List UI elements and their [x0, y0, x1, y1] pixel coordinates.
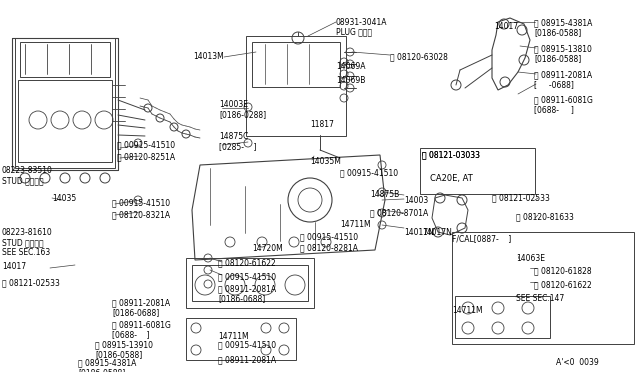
Text: ⓕ 00915-41510: ⓕ 00915-41510: [340, 168, 398, 177]
Text: ⓑ 08121-03033: ⓑ 08121-03033: [422, 150, 480, 159]
Text: 14711M: 14711M: [340, 220, 371, 229]
Text: 08931-3041A: 08931-3041A: [336, 18, 387, 27]
Text: 14035: 14035: [52, 194, 76, 203]
Bar: [20, 42, 110, 77]
Text: [0688-     ]: [0688- ]: [534, 105, 574, 114]
Text: 14013M: 14013M: [193, 52, 224, 61]
Text: ⓑ 08120-61828: ⓑ 08120-61828: [534, 266, 591, 275]
Text: ⓓ 08911-6081G: ⓓ 08911-6081G: [112, 320, 171, 329]
Text: 14069A: 14069A: [336, 62, 365, 71]
Text: ⓕ 08915-4381A: ⓕ 08915-4381A: [78, 358, 136, 367]
Text: 14017N: 14017N: [404, 228, 434, 237]
Text: [0186-0588]: [0186-0588]: [534, 28, 581, 37]
Text: 14875C: 14875C: [219, 132, 248, 141]
Text: [0186-0688]: [0186-0688]: [112, 308, 159, 317]
Text: ⓕ 08915-13910: ⓕ 08915-13910: [95, 340, 153, 349]
Text: STUD スタッド: STUD スタッド: [2, 176, 44, 185]
Text: A'<0  0039: A'<0 0039: [556, 358, 599, 367]
Text: ⓓ 08911-2081A: ⓓ 08911-2081A: [534, 70, 592, 79]
Text: ⓓ 08911-6081G: ⓓ 08911-6081G: [534, 95, 593, 104]
Text: ⓓ 08911-2081A: ⓓ 08911-2081A: [218, 284, 276, 293]
Text: ⓑ 08120-61622: ⓑ 08120-61622: [218, 258, 276, 267]
Text: ⓕ 00915-41510: ⓕ 00915-41510: [300, 232, 358, 241]
Text: 14720M: 14720M: [252, 244, 283, 253]
Text: 14063E: 14063E: [516, 254, 545, 263]
Text: PLUG プラグ: PLUG プラグ: [336, 27, 372, 36]
Bar: [192, 265, 308, 301]
Text: ⓑ 08121-03033: ⓑ 08121-03033: [422, 150, 480, 159]
Text: 14711M: 14711M: [452, 306, 483, 315]
Text: ⓓ 08911-2081A: ⓓ 08911-2081A: [112, 298, 170, 307]
Text: 11817: 11817: [310, 120, 334, 129]
Text: ⓓ 08911-2081A: ⓓ 08911-2081A: [218, 355, 276, 364]
Text: 14069B: 14069B: [336, 76, 365, 85]
Bar: [420, 148, 535, 194]
Text: [0186-0588]: [0186-0588]: [78, 368, 125, 372]
Bar: [452, 232, 634, 344]
Text: 14711M: 14711M: [218, 332, 248, 341]
Text: [0688-    ]: [0688- ]: [112, 330, 150, 339]
Text: ⓕ 00915-41510: ⓕ 00915-41510: [117, 140, 175, 149]
Text: ⓑ 08120-8251A: ⓑ 08120-8251A: [117, 152, 175, 161]
Text: 14017N: 14017N: [422, 228, 452, 237]
Text: ⓑ 08120-81633: ⓑ 08120-81633: [516, 212, 574, 221]
Bar: [18, 80, 112, 162]
Text: STUD スタッド: STUD スタッド: [2, 238, 44, 247]
Text: 14003: 14003: [404, 196, 428, 205]
Text: ⓕ 08915-4381A: ⓕ 08915-4381A: [534, 18, 593, 27]
Text: SEE SEC.147: SEE SEC.147: [516, 294, 564, 303]
Text: 08223-81610: 08223-81610: [2, 228, 52, 237]
Text: [0285-    ]: [0285- ]: [219, 142, 257, 151]
Text: [0186-0588]: [0186-0588]: [534, 54, 581, 63]
Text: 14017: 14017: [494, 22, 518, 31]
Text: ⓓ 00915-41510: ⓓ 00915-41510: [112, 198, 170, 207]
Text: [0186-0688]: [0186-0688]: [218, 294, 265, 303]
Text: ⓑ 08120-8701A: ⓑ 08120-8701A: [370, 208, 428, 217]
Text: 14875B: 14875B: [370, 190, 399, 199]
Text: ⓑ 08120-8321A: ⓑ 08120-8321A: [112, 210, 170, 219]
Text: 14017: 14017: [2, 262, 26, 271]
Text: [     -0688]: [ -0688]: [534, 80, 574, 89]
Text: ⓑ 08121-02533: ⓑ 08121-02533: [492, 193, 550, 202]
Text: ⓕ 00915-41510: ⓕ 00915-41510: [218, 272, 276, 281]
Text: [0186-0588]: [0186-0588]: [95, 350, 142, 359]
Bar: [252, 42, 340, 87]
Text: 14035M: 14035M: [310, 157, 341, 166]
Text: 08223-83510: 08223-83510: [2, 166, 53, 175]
Bar: [246, 36, 346, 136]
Text: ⓕ 08915-13810: ⓕ 08915-13810: [534, 44, 592, 53]
Bar: [186, 318, 296, 360]
Bar: [15, 38, 115, 168]
Bar: [186, 258, 314, 308]
Text: ⓑ 08120-63028: ⓑ 08120-63028: [390, 52, 448, 61]
Bar: [455, 296, 550, 338]
Text: SEE SEC.163: SEE SEC.163: [2, 248, 51, 257]
Text: ⓕ 00915-41510: ⓕ 00915-41510: [218, 340, 276, 349]
Text: CA20E, AT: CA20E, AT: [430, 174, 473, 183]
Text: ⓑ 08121-02533: ⓑ 08121-02533: [2, 278, 60, 287]
Text: F/CAL[0887-    ]: F/CAL[0887- ]: [452, 234, 511, 243]
Text: [0186-0288]: [0186-0288]: [219, 110, 266, 119]
Text: ⓑ 08120-61622: ⓑ 08120-61622: [534, 280, 592, 289]
Text: 14003E: 14003E: [219, 100, 248, 109]
Text: ⓑ 08120-8281A: ⓑ 08120-8281A: [300, 243, 358, 252]
